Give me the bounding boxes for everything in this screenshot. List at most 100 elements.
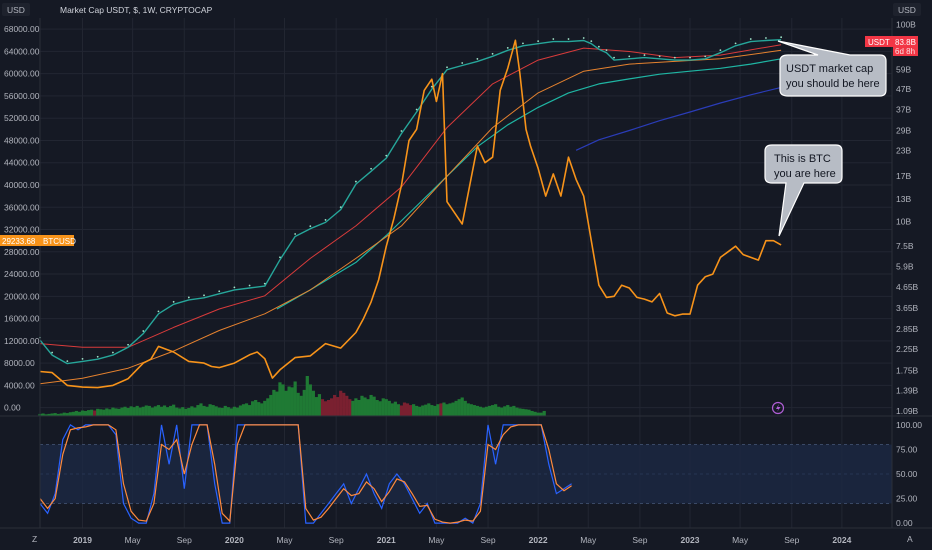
time-axis-tick: Sep — [632, 535, 647, 545]
right-axis-tick: 2.85B — [896, 324, 919, 334]
usdt-point — [354, 180, 357, 183]
btc-symbol-label: BTCUSD — [43, 237, 76, 246]
series-ma-blue — [575, 86, 782, 151]
volume-bar — [208, 404, 212, 416]
volume-bar — [412, 404, 416, 416]
volume-bar — [147, 405, 151, 416]
time-axis-tick: 2020 — [225, 535, 244, 545]
volume-bar — [44, 414, 48, 416]
volume-bar — [421, 405, 425, 416]
volume-bar — [478, 406, 483, 416]
volume-bar — [515, 407, 519, 416]
usdt-point — [658, 55, 661, 58]
stoch-axis[interactable]: 100.00 75.00 50.00 25.00 0.00 — [896, 420, 922, 528]
volume-bar — [345, 395, 349, 416]
usdt-point — [66, 360, 69, 363]
stoch-axis-tick: 75.00 — [896, 444, 918, 454]
time-axis-tick: Sep — [480, 535, 495, 545]
currency-button-left[interactable] — [2, 3, 30, 16]
usdt-point — [385, 154, 388, 157]
usdt-point — [51, 351, 54, 354]
usdt-point — [780, 36, 783, 39]
usdt-point — [415, 108, 418, 111]
usdt-point — [370, 167, 372, 170]
usdt-point — [187, 296, 190, 299]
btc-callout-line1: This is BTC — [774, 153, 831, 165]
right-axis-tick: 1.39B — [896, 385, 919, 395]
right-axis-tick: 59B — [896, 65, 911, 75]
volume-bar — [117, 408, 121, 416]
usdt-callout[interactable]: USDT market cap you should be here — [777, 40, 887, 97]
volume-bar — [241, 404, 246, 416]
usdt-point — [233, 286, 236, 289]
volume-bar — [433, 405, 437, 416]
usdt-point — [81, 357, 84, 360]
volume-bar — [162, 405, 167, 416]
volume-bar — [342, 392, 346, 416]
left-axis-tick: 44000.00 — [4, 158, 40, 168]
usdt-point — [582, 37, 585, 39]
volume-bar — [521, 408, 525, 416]
left-axis-tick: 8000.00 — [4, 358, 35, 368]
volume-bar — [509, 406, 513, 416]
volume-bar — [50, 413, 54, 416]
volume-bar — [126, 408, 130, 416]
volume-bar — [418, 406, 422, 416]
zoom-reset-label[interactable]: Z — [32, 534, 37, 544]
right-axis-tick: 7.5B — [896, 241, 914, 251]
usdt-point — [689, 56, 691, 59]
volume-bar — [235, 407, 240, 416]
stoch-axis-tick: 50.00 — [896, 469, 918, 479]
usdt-point — [567, 38, 570, 40]
volume-bar — [56, 413, 60, 416]
volume-bar — [530, 410, 534, 416]
volume-bar — [333, 394, 337, 416]
right-price-axis[interactable]: 100B76B59B47B37B29B23B17B13B10B7.5B5.9B4… — [896, 20, 919, 417]
time-axis[interactable]: 2019 May Sep 2020 May Sep 2021 May Sep 2022 May Sep… — [73, 535, 852, 545]
volume-bar — [533, 411, 537, 416]
left-price-axis[interactable]: 68000.00 64000.00 60000.00 56000.00 52000.00… — [4, 24, 40, 413]
right-axis-tick: 17B — [896, 171, 911, 181]
usdt-point — [203, 294, 205, 297]
volume-bar — [114, 408, 118, 416]
volume-bar — [141, 406, 145, 416]
volume-bar — [260, 403, 264, 416]
volume-bar — [290, 387, 294, 416]
volume-bar — [187, 408, 191, 416]
usdt-callout-bubble — [777, 40, 887, 97]
lightning-icon[interactable] — [771, 401, 785, 415]
volume-bar — [484, 406, 489, 416]
volume-bar — [211, 405, 215, 416]
stoch-line-k — [39, 424, 572, 525]
usdt-point — [506, 46, 509, 49]
volume-bar — [223, 405, 227, 416]
stoch-axis-tick: 0.00 — [896, 518, 913, 528]
btc-callout[interactable]: This is BTC you are here — [764, 144, 843, 237]
volume-bar — [269, 394, 273, 416]
usdt-callout-line1: USDT market cap — [786, 63, 873, 75]
volume-bar — [518, 408, 522, 416]
volume-bar — [506, 405, 510, 416]
volume-bar — [144, 405, 148, 416]
right-axis-tick: 100B — [896, 20, 916, 30]
volume-bar — [539, 412, 543, 416]
usdt-point — [590, 40, 593, 43]
volume-bar — [326, 400, 331, 416]
left-axis-tick: 40000.00 — [4, 180, 40, 190]
left-axis-tick: 64000.00 — [4, 46, 40, 56]
volume-bar — [62, 412, 66, 416]
currency-button-right[interactable] — [893, 3, 921, 16]
stoch-band — [40, 444, 892, 504]
series-layer — [39, 36, 783, 389]
usdt-point — [248, 284, 251, 287]
btc-callout-bubble — [764, 144, 843, 237]
volume-bar — [244, 403, 249, 416]
volume-bar — [226, 407, 230, 416]
volume-bar — [205, 406, 209, 416]
right-axis-tick: 2.25B — [896, 344, 919, 354]
volume-bar — [384, 399, 388, 416]
usdt-symbol-badge — [865, 36, 893, 47]
right-axis-tick: 1.75B — [896, 366, 919, 376]
auto-scale-label[interactable]: A — [907, 534, 913, 544]
